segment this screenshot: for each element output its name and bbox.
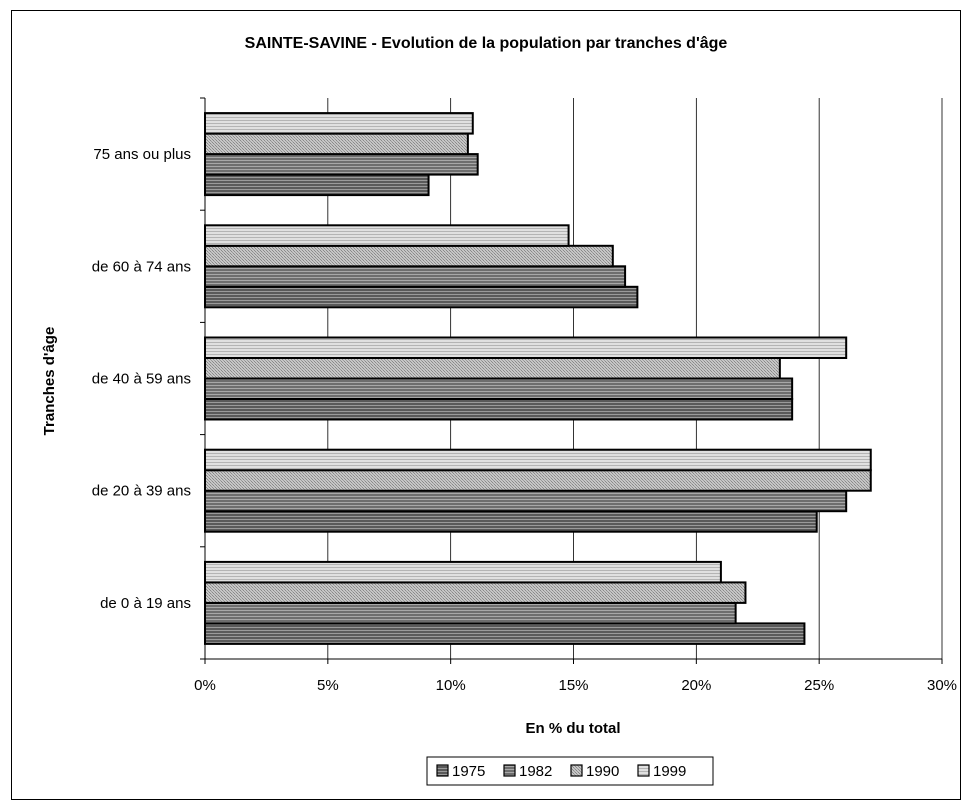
bar-1982-0 (204, 601, 737, 625)
legend-label-1990: 1990 (586, 763, 619, 780)
legend-swatch-1990 (570, 764, 583, 777)
chart-frame: SAINTE-SAVINE - Evolution de la populati… (11, 10, 961, 800)
legend: 1975 1982 1990 1999 (426, 756, 714, 786)
bar-1990-2 (204, 357, 781, 380)
bar-1982-3 (204, 265, 627, 288)
bar-1975-0 (204, 622, 806, 645)
x-tick-labels: 0% 5% 10% 15% 20% 25% 30% (194, 677, 957, 694)
x-tick-label: 15% (558, 677, 588, 694)
bar-1999-0 (204, 560, 722, 584)
legend-label-1982: 1982 (519, 763, 552, 780)
y-tick-label: de 0 à 19 ans (100, 595, 191, 612)
bar-chart: SAINTE-SAVINE - Evolution de la populati… (41, 35, 957, 786)
y-axis-title: Tranches d'âge (41, 327, 58, 436)
legend-swatch-1975 (436, 764, 449, 777)
y-tick-label: 75 ans ou plus (93, 146, 191, 163)
bar-1982-1 (204, 489, 848, 513)
legend-box (426, 756, 714, 786)
y-tick-label: de 20 à 39 ans (92, 483, 191, 500)
legend-label-1975: 1975 (452, 763, 485, 780)
bar-1999-1 (204, 448, 872, 472)
bar-1990-1 (204, 469, 872, 492)
x-tick-label: 25% (804, 677, 834, 694)
bar-1999-4 (204, 112, 474, 135)
bar-1975-2 (204, 398, 794, 421)
x-tick-label: 0% (194, 677, 216, 694)
bar-1990-4 (204, 132, 469, 156)
bar-1975-1 (204, 510, 818, 533)
bar-1999-3 (204, 224, 570, 247)
y-tick-labels: de 0 à 19 ans de 20 à 39 ans de 40 à 59 an… (92, 146, 191, 612)
bar-1982-4 (204, 153, 479, 176)
x-tick-label: 5% (317, 677, 339, 694)
axes (200, 97, 943, 664)
x-axis-title: En % du total (526, 720, 621, 737)
legend-label-1999: 1999 (653, 763, 686, 780)
chart-title: SAINTE-SAVINE - Evolution de la populati… (245, 35, 728, 52)
x-tick-label: 30% (927, 677, 957, 694)
y-tick-label: de 60 à 74 ans (92, 258, 191, 275)
bar-1975-3 (204, 285, 639, 309)
x-tick-label: 20% (681, 677, 711, 694)
bar-1990-3 (204, 244, 614, 268)
legend-swatch-1982 (503, 764, 516, 777)
bar-1982-2 (204, 377, 794, 400)
bar-1990-0 (204, 581, 747, 604)
bar-1999-2 (204, 336, 848, 359)
y-tick-label: de 40 à 59 ans (92, 371, 191, 388)
legend-swatch-1999 (637, 764, 650, 777)
bar-1975-4 (204, 173, 430, 197)
bars (204, 112, 872, 645)
x-tick-label: 10% (436, 677, 466, 694)
